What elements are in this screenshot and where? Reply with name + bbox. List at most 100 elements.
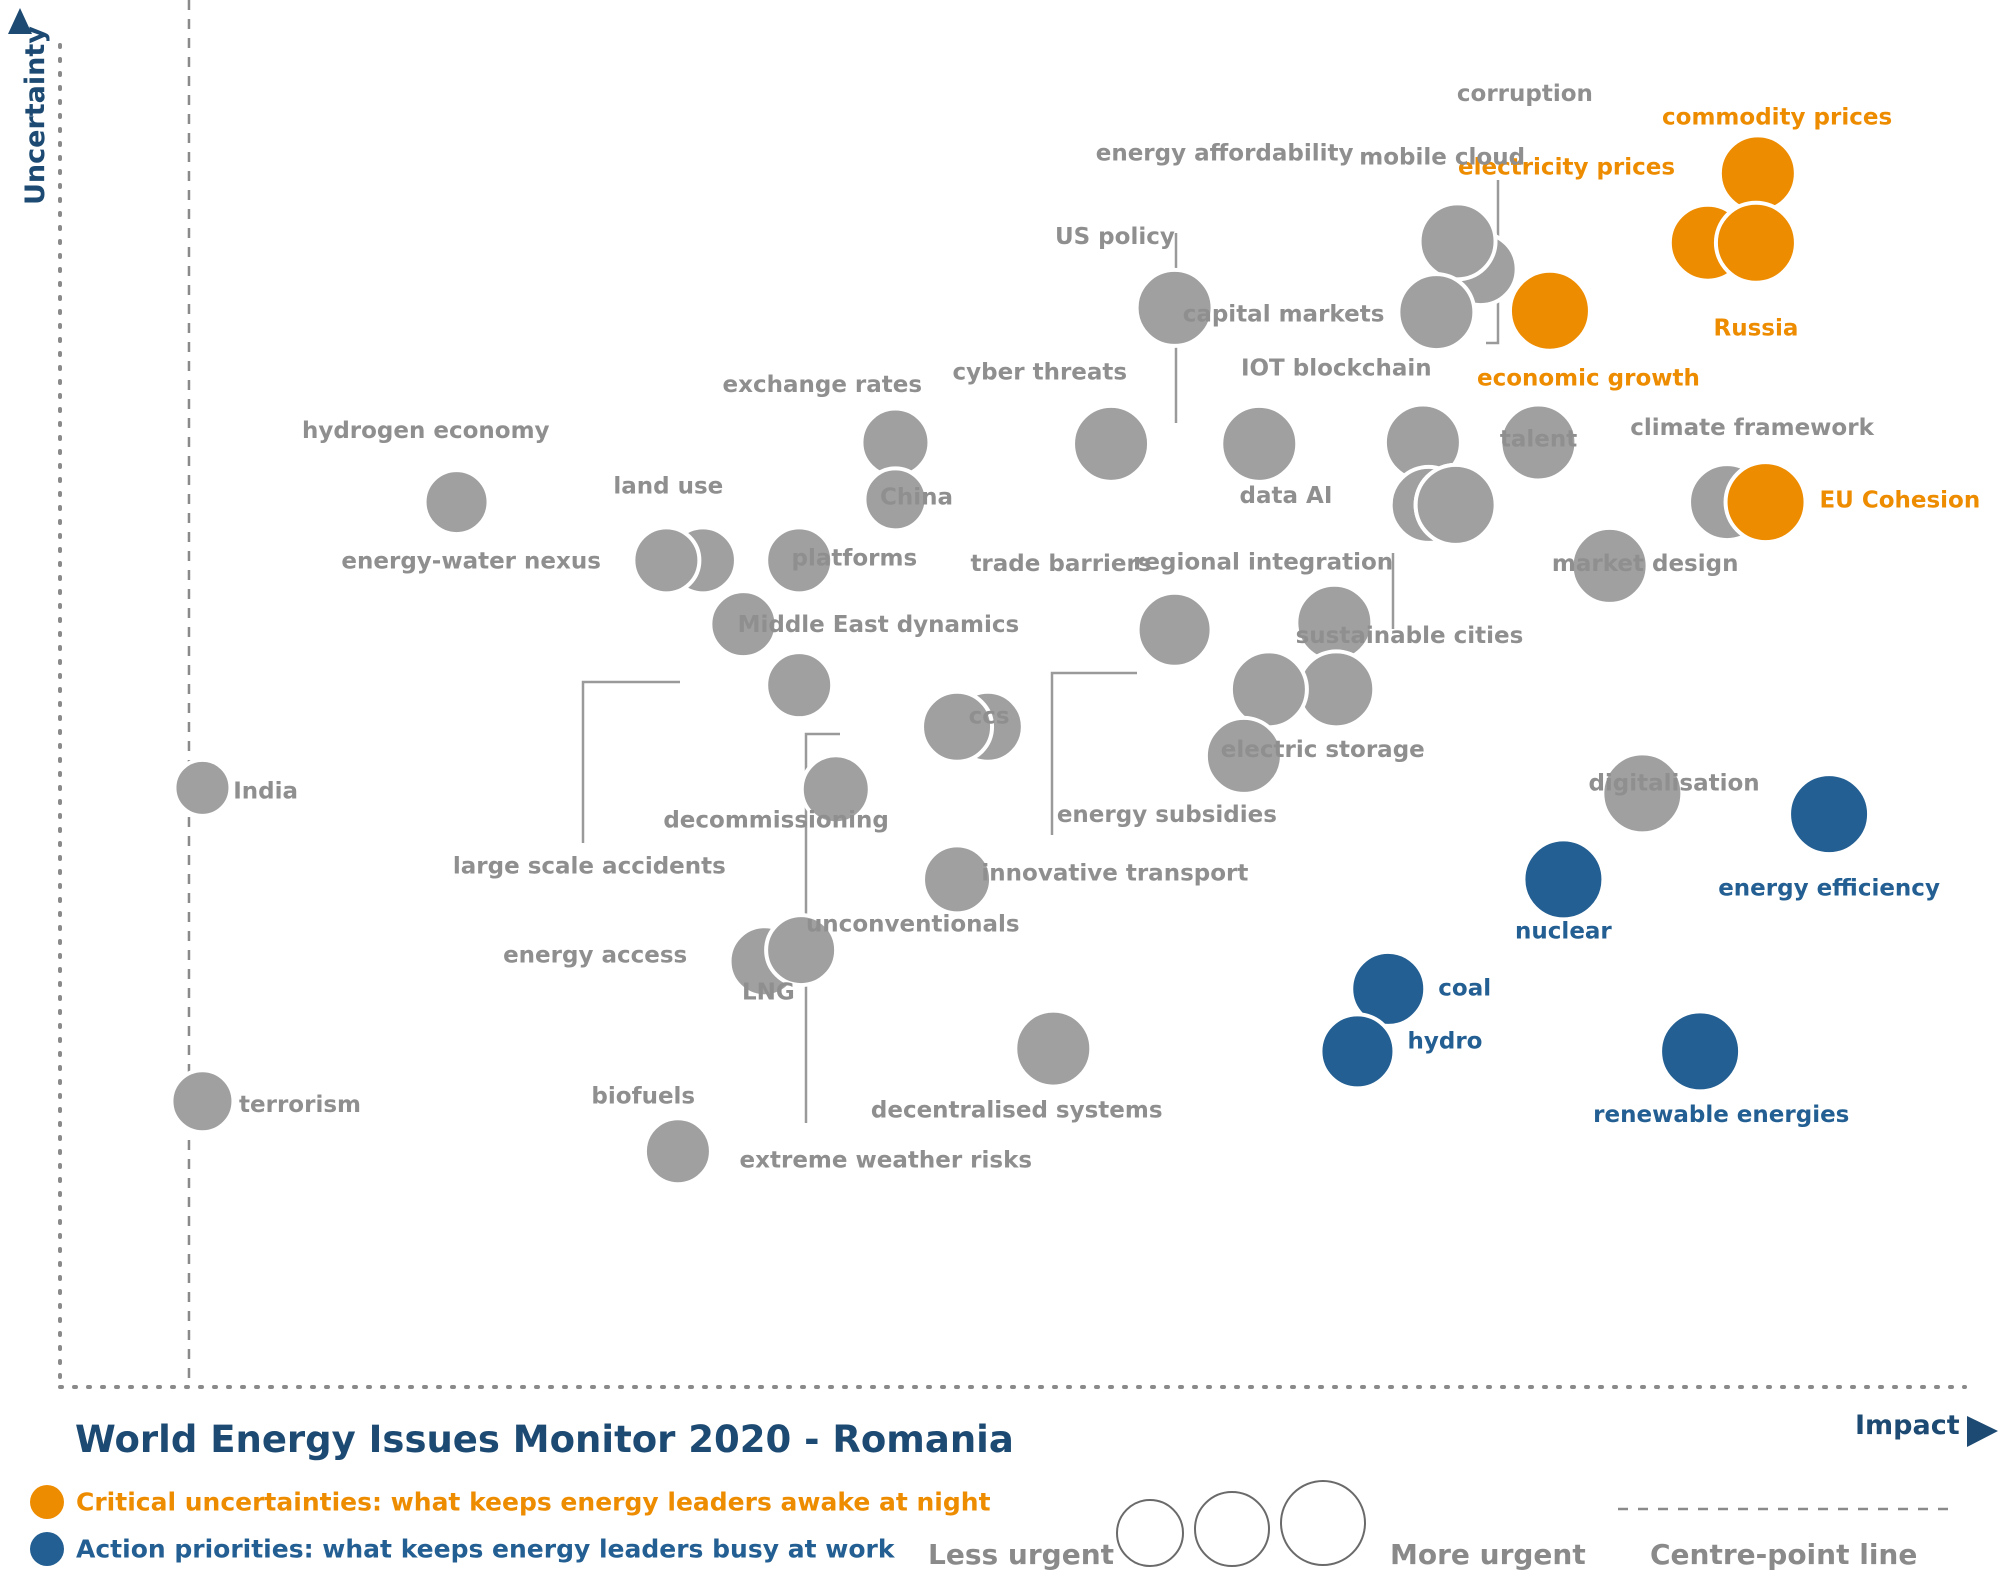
data-label-electric-storage: electric storage — [1221, 737, 1425, 763]
data-label-eu-cohesion: EU Cohesion — [1819, 487, 1980, 513]
data-label-renewable-energies: renewable energies — [1593, 1102, 1849, 1128]
legend-action-label: Action priorities: what keeps energy lea… — [76, 1534, 895, 1564]
y-axis-arrow-icon — [8, 8, 32, 34]
leader-line-6 — [1050, 671, 1137, 835]
point-extreme-weather-risks — [920, 689, 995, 764]
point-talent — [1498, 402, 1579, 483]
data-labels: commodity prices electricity prices Russia… — [233, 81, 1980, 1174]
point-eu-cohesion — [1723, 460, 1808, 545]
data-label-energy-access: energy access — [503, 942, 687, 968]
legend-graphics — [1116, 1480, 1955, 1567]
data-label-energy-affordability: energy affordability — [1096, 141, 1354, 167]
legend-size-small — [1116, 1499, 1184, 1567]
legend-size-large — [1280, 1480, 1366, 1566]
point-electric-storage — [1296, 649, 1377, 730]
data-label-economic-growth: economic growth — [1477, 365, 1700, 391]
data-label-nuclear: nuclear — [1515, 919, 1612, 945]
point-decommissioning — [799, 753, 872, 826]
data-label-us-policy: US policy — [1055, 224, 1175, 250]
data-label-coal: coal — [1438, 976, 1491, 1002]
data-points — [169, 133, 1872, 1187]
point-mobile-cloud — [1417, 201, 1498, 282]
legend-less-urgent: Less urgent — [928, 1538, 1115, 1571]
data-label-terrorism: terrorism — [239, 1092, 361, 1118]
data-label-market-design: market design — [1552, 551, 1739, 577]
point-nuclear — [1521, 837, 1606, 922]
data-label-capital-markets: capital markets — [1183, 301, 1385, 327]
point-renewable-energies — [1658, 1009, 1743, 1094]
legend-action-dot — [30, 1532, 64, 1566]
data-label-talent: talent — [1500, 426, 1577, 452]
point-biofuels — [642, 1116, 713, 1187]
point-coal — [1349, 949, 1428, 1028]
data-label-energy-water-nexus: energy-water nexus — [341, 548, 601, 574]
y-axis-title: Uncertainty — [20, 26, 51, 205]
legend-size-medium — [1194, 1491, 1270, 1567]
data-label-platforms: platforms — [792, 546, 918, 572]
point-terrorism — [169, 1068, 236, 1135]
data-label-land-use: land use — [613, 473, 723, 499]
legend-critical-label: Critical uncertainties: what keeps energ… — [76, 1487, 991, 1517]
data-label-lng: LNG — [742, 980, 795, 1006]
data-label-energy-efficiency: energy efficiency — [1718, 876, 1940, 902]
data-label-commodity-prices: commodity prices — [1662, 105, 1892, 131]
point-russia — [1713, 200, 1798, 285]
point-hydro — [1318, 1012, 1397, 1091]
data-label-mobile-cloud: mobile cloud — [1359, 145, 1525, 171]
point-sustainable-cities — [1413, 462, 1498, 547]
point-energy-water-nexus — [631, 525, 702, 596]
point-digitalisation — [1600, 751, 1685, 836]
data-label-decentralised-systems: decentralised systems — [871, 1098, 1163, 1124]
data-label-energy-subsidies: energy subsidies — [1057, 802, 1277, 828]
data-label-middle-east-dynamics: Middle East dynamics — [738, 612, 1020, 638]
data-label-hydrogen-economy: hydrogen economy — [302, 418, 550, 444]
data-label-climate-framework: climate framework — [1630, 415, 1874, 441]
point-energy-affordability — [1219, 403, 1300, 484]
point-us-policy — [1134, 267, 1215, 348]
data-label-russia: Russia — [1713, 315, 1798, 341]
point-india — [172, 757, 233, 818]
point-energy-efficiency — [1787, 772, 1872, 857]
point-trade-barriers — [1135, 590, 1214, 669]
point-commodity-prices — [1717, 133, 1798, 214]
point-middle-east-dynamics — [708, 589, 779, 660]
point-decentralised-systems — [1013, 1008, 1094, 1089]
point-china — [862, 466, 929, 533]
data-label-decommissioning: decommissioning — [663, 808, 888, 834]
data-label-cyber-threats: cyber threats — [953, 360, 1128, 386]
leader-line-4 — [581, 680, 680, 843]
point-unconventionals — [921, 843, 994, 916]
x-axis-title: Impact — [1855, 1410, 1960, 1441]
data-label-unconventionals: unconventionals — [806, 912, 1020, 938]
axes — [8, 0, 1998, 1447]
data-label-extreme-weather-risks: extreme weather risks — [740, 1148, 1033, 1174]
data-label-biofuels: biofuels — [591, 1084, 695, 1110]
data-label-sustainable-cities: sustainable cities — [1296, 623, 1524, 649]
point-cyber-threats — [1071, 403, 1152, 484]
data-label-exchange-rates: exchange rates — [723, 372, 923, 398]
data-label-china: China — [880, 485, 953, 511]
point-market-design — [1569, 525, 1650, 606]
point-exchange-rates — [859, 406, 932, 479]
point-capital-markets — [1396, 272, 1477, 353]
legend-critical: Critical uncertainties: what keeps energ… — [30, 1485, 991, 1519]
leader-line-5 — [804, 732, 840, 1123]
data-label-regional-integration: regional integration — [1133, 550, 1393, 576]
point-economic-growth — [1507, 268, 1592, 353]
point-large-scale-accidents — [764, 650, 835, 721]
point-platforms — [764, 525, 835, 596]
legend-critical-dot — [30, 1485, 64, 1519]
leader-line-1 — [1486, 180, 1500, 345]
point-lng — [764, 913, 839, 988]
data-label-india: India — [233, 779, 298, 805]
data-label-iot-blockchain: IOT blockchain — [1241, 356, 1432, 382]
data-label-trade-barriers: trade barriers — [970, 551, 1151, 577]
chart-title: World Energy Issues Monitor 2020 - Roman… — [75, 1418, 1014, 1461]
data-label-corruption: corruption — [1457, 81, 1593, 107]
legend-centre-line-label: Centre-point line — [1650, 1538, 1918, 1571]
data-label-large-scale-accidents: large scale accidents — [453, 853, 726, 879]
data-label-electricity-prices: electricity prices — [1458, 154, 1675, 180]
point-hydrogen-economy — [422, 468, 491, 537]
data-label-hydro: hydro — [1408, 1028, 1483, 1054]
